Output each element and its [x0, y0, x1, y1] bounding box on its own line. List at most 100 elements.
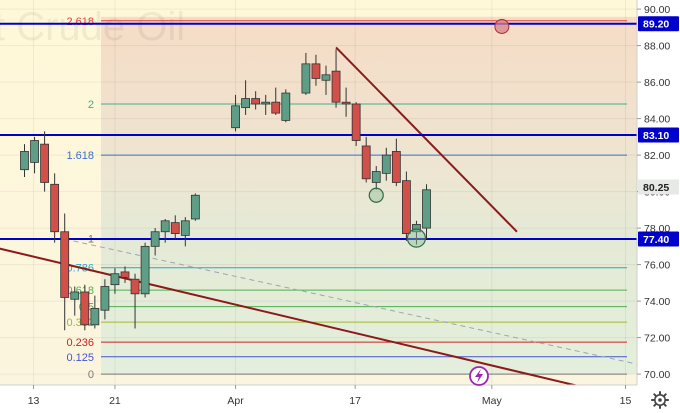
trendline-1[interactable] — [0, 235, 598, 392]
candle-body — [341, 101, 351, 105]
price-tag-box — [638, 231, 679, 247]
y-tick-label: 74.00 — [644, 296, 670, 308]
candle-body — [251, 98, 261, 105]
price-tag-box — [638, 127, 679, 143]
candle-body — [381, 154, 391, 174]
candle-up — [231, 94, 240, 132]
candle-body — [40, 143, 49, 183]
price-tag-box — [638, 179, 679, 195]
x-tick-label: 21 — [109, 395, 121, 407]
candle-up — [150, 228, 160, 256]
candle-body — [130, 278, 140, 295]
candle-down — [361, 136, 371, 183]
candle-body — [351, 103, 361, 141]
price-axis-ticks: 70.0072.0074.0076.0078.0080.0082.0084.00… — [637, 4, 670, 381]
candle-body — [361, 145, 371, 180]
fib-label-0.382: 0.382 — [66, 317, 94, 329]
candle-body — [371, 171, 381, 183]
candle-up — [321, 65, 331, 95]
trendline-2[interactable] — [335, 46, 518, 233]
candle-up — [140, 242, 150, 298]
time-axis-ticks: 13 21 Apr 17 May 15 — [28, 385, 631, 407]
candle-up — [90, 295, 100, 329]
y-tick-label: 70.00 — [644, 369, 670, 381]
candle-body — [90, 307, 100, 326]
fib-label-2.618: 2.618 — [66, 16, 94, 28]
circle-marker-top[interactable] — [494, 18, 510, 34]
candle-body — [170, 222, 180, 234]
level-tag-77.40: 77.40 — [638, 231, 679, 247]
candle-body — [120, 271, 130, 278]
candle-down — [271, 87, 281, 115]
candle-up — [30, 136, 39, 174]
candle-down — [170, 215, 180, 240]
candle-body — [281, 92, 291, 121]
y-tick-label: 72.00 — [644, 333, 670, 345]
y-tick-label: 76.00 — [644, 260, 670, 272]
candle-body — [311, 63, 321, 79]
gear-icon[interactable] — [651, 391, 669, 409]
candle-up — [261, 94, 271, 115]
candle-down — [391, 138, 401, 187]
candle-body — [30, 140, 39, 163]
candle-body — [160, 220, 170, 233]
candle-body — [140, 245, 150, 295]
candle-body — [321, 74, 331, 81]
candle-body — [110, 273, 120, 286]
candle-up — [422, 184, 431, 240]
trendlines[interactable] — [0, 46, 658, 392]
time-axis[interactable] — [0, 385, 637, 413]
candle-up — [180, 217, 190, 247]
candlesticks — [20, 49, 431, 331]
level-tag-83.10: 83.10 — [638, 127, 679, 143]
x-tick-label: 17 — [349, 395, 361, 407]
trendline-3[interactable] — [64, 238, 658, 370]
candle-down — [130, 273, 140, 329]
price-tag-box — [638, 16, 679, 32]
fib-label-0.236: 0.236 — [66, 337, 94, 349]
price-tag-label: 77.40 — [643, 234, 669, 246]
price-level-tags: 89.20 83.10 77.40 80.25 — [638, 16, 679, 247]
candle-down — [341, 87, 351, 117]
circle-marker[interactable] — [368, 187, 384, 203]
candle-down — [40, 131, 49, 192]
candle-down — [331, 49, 341, 108]
candle-down — [60, 213, 70, 331]
candle-up — [20, 144, 29, 177]
candle-body — [50, 183, 60, 233]
y-tick-label: 90.00 — [644, 4, 670, 16]
candle-up — [70, 286, 80, 316]
price-axis[interactable] — [637, 0, 680, 413]
circle-marker[interactable] — [406, 228, 427, 248]
candle-body — [401, 180, 411, 234]
x-tick-label: 13 — [28, 395, 40, 407]
candle-down — [401, 171, 411, 241]
candle-up — [160, 218, 170, 243]
candle-body — [60, 231, 70, 298]
candle-body — [261, 101, 271, 105]
price-tag-label: 89.20 — [643, 19, 669, 31]
fib-label-2: 2 — [88, 99, 94, 111]
candle-up — [301, 52, 311, 95]
fib-label-0: 0 — [88, 369, 94, 381]
candle-body — [150, 231, 160, 247]
y-tick-label: 82.00 — [644, 150, 670, 162]
candle-down — [351, 102, 361, 146]
y-tick-label: 86.00 — [644, 77, 670, 89]
candle-body — [231, 105, 240, 129]
candle-up — [412, 220, 421, 245]
candle-body — [331, 70, 341, 103]
candle-body — [301, 63, 311, 94]
candle-body — [100, 286, 110, 311]
candle-down — [80, 284, 90, 331]
lightning-icon[interactable] — [469, 366, 489, 386]
candle-down — [311, 54, 321, 86]
circle-markers[interactable] — [368, 18, 510, 248]
horizontal-levels[interactable] — [0, 22, 637, 241]
candle-up — [190, 193, 200, 221]
x-tick-label: Apr — [227, 395, 244, 407]
candle-body — [80, 291, 90, 326]
candle-up — [110, 268, 120, 294]
fib-label-0.125: 0.125 — [66, 352, 94, 364]
